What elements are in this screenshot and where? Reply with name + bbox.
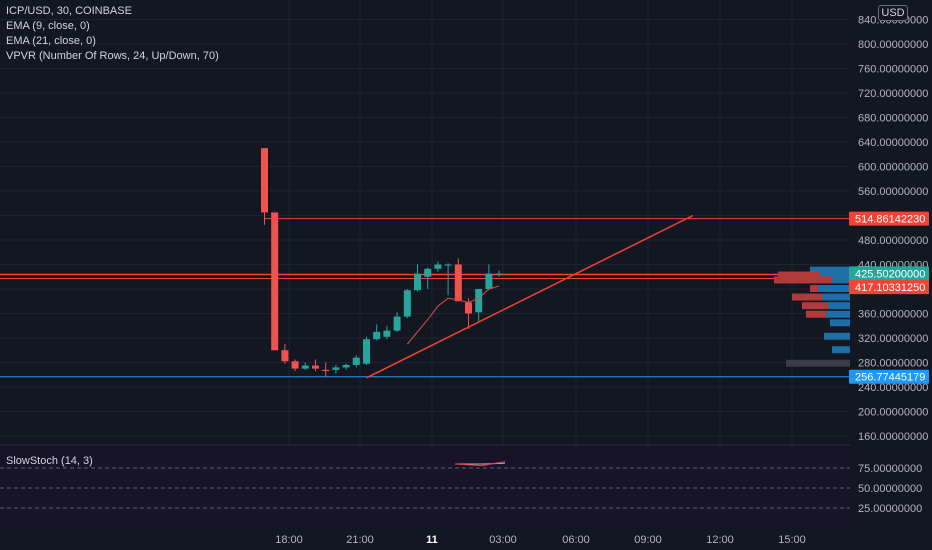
currency-button[interactable]: USD <box>878 5 908 21</box>
vp-bar-down <box>778 271 820 279</box>
candlesticks <box>261 148 503 378</box>
time-tick-label: 09:00 <box>634 534 662 546</box>
trend-line <box>366 214 694 379</box>
candle-up <box>393 316 401 331</box>
osc-d-line <box>454 461 506 467</box>
candle-up <box>383 330 391 337</box>
time-axis[interactable]: 18:00 21:00 11 03:00 06:00 09:00 12:00 15:00 <box>275 534 806 546</box>
resistance-badge: 514.86142230 <box>855 214 925 226</box>
osc-tick-label: 50.00000000 <box>858 483 922 495</box>
price-tick-label: 800.00000000 <box>858 39 928 51</box>
price-tick-label: 720.00000000 <box>858 88 928 100</box>
candle-up <box>495 273 503 275</box>
candle-down <box>271 212 279 351</box>
price-tick-label: 480.00000000 <box>858 235 928 247</box>
ema-polyline <box>406 285 500 345</box>
osc-tick-label: 25.00000000 <box>858 503 922 515</box>
price-axis[interactable]: 840.00000000800.00000000760.00000000720.… <box>858 15 928 516</box>
support-badge: 256.77445179 <box>855 372 925 384</box>
candle-down <box>281 350 289 362</box>
candle-up <box>414 273 421 291</box>
volume-profile <box>774 266 850 367</box>
vertical-grid <box>288 0 793 528</box>
vp-bar-down <box>774 276 832 284</box>
horizontal-price-lines <box>0 218 850 378</box>
oscillator-lines <box>0 461 850 509</box>
candle-down <box>312 365 319 369</box>
vp-bar-up <box>832 276 850 284</box>
red-line-badge-bg <box>849 280 929 295</box>
candle-up <box>352 357 360 365</box>
vp-bar-up <box>820 271 850 279</box>
time-tick-label: 18:00 <box>275 534 303 546</box>
candle-down <box>454 264 462 302</box>
oscillator-label[interactable]: SlowStoch (14, 3) <box>6 455 93 467</box>
vp-bar-up <box>828 302 850 310</box>
vp-bar-up <box>824 332 850 340</box>
candle-up <box>342 364 350 368</box>
vp-bar-down <box>802 302 828 310</box>
vp-bar-up <box>832 346 850 354</box>
candle-up <box>403 290 411 317</box>
candle-down <box>322 369 330 372</box>
red-line-badge: 417.10331250 <box>855 282 925 294</box>
last-price-badge: 425.50200000 <box>855 268 925 280</box>
ema21-label[interactable]: EMA (21, close, 0) <box>6 35 96 47</box>
candle-down <box>261 148 268 213</box>
time-tick-label: 15:00 <box>778 534 806 546</box>
time-tick-label: 11 <box>426 534 438 546</box>
symbol-title[interactable]: ICP/USD, 30, COINBASE <box>6 5 132 17</box>
price-tick-label: 200.00000000 <box>858 407 928 419</box>
price-tick-label: 600.00000000 <box>858 162 928 174</box>
ema-line <box>406 285 500 345</box>
price-tick-label: 240.00000000 <box>858 382 928 394</box>
vp-bar-up <box>830 319 850 327</box>
price-tick-label: 760.00000000 <box>858 64 928 76</box>
price-tick-label: 280.00000000 <box>858 358 928 370</box>
time-tick-label: 06:00 <box>562 534 590 546</box>
price-tick-label: 560.00000000 <box>858 186 928 198</box>
candle-down <box>465 302 472 314</box>
ema9-label[interactable]: EMA (9, close, 0) <box>6 20 90 32</box>
ascending-trendline <box>366 214 694 379</box>
vp-bar-down <box>792 293 822 301</box>
indicator-legend: ICP/USD, 30, COINBASE EMA (9, close, 0) … <box>6 4 219 64</box>
price-badges: 514.86142230425.5020000013:36417.1033125… <box>849 211 929 384</box>
candle-up <box>332 367 340 370</box>
vp-bar-down <box>806 310 826 318</box>
candle-up <box>424 268 432 277</box>
osc-tick-label: 75.00000000 <box>858 463 922 475</box>
candle-up <box>434 264 442 269</box>
vp-bar-up <box>822 293 850 301</box>
candle-down <box>291 361 299 369</box>
price-tick-label: 640.00000000 <box>858 137 928 149</box>
candle-up <box>485 273 493 289</box>
candle-up <box>475 289 483 313</box>
support-badge-bg <box>849 369 929 384</box>
price-tick-label: 320.00000000 <box>858 333 928 345</box>
candle-up <box>444 264 452 266</box>
price-tick-label: 360.00000000 <box>858 309 928 321</box>
vp-bar-down <box>810 285 818 292</box>
price-tick-label: 680.00000000 <box>858 113 928 125</box>
vp-bar-neutral <box>786 359 850 367</box>
vpvr-label[interactable]: VPVR (Number Of Rows, 24, Up/Down, 70) <box>6 50 219 62</box>
vp-bar-up <box>810 266 850 274</box>
osc-k-line <box>455 462 506 465</box>
resistance-badge-bg <box>849 211 929 226</box>
oscillator-pane <box>0 446 850 528</box>
candle-up <box>373 331 381 340</box>
time-tick-label: 21:00 <box>346 534 374 546</box>
horizontal-grid <box>0 19 850 437</box>
candle-up <box>363 339 370 364</box>
candle-up <box>301 365 309 369</box>
price-tick-label: 160.00000000 <box>858 431 928 443</box>
vp-bar-up <box>826 310 850 318</box>
time-tick-label: 12:00 <box>706 534 734 546</box>
time-tick-label: 03:00 <box>489 534 517 546</box>
vp-bar-up <box>818 285 850 292</box>
